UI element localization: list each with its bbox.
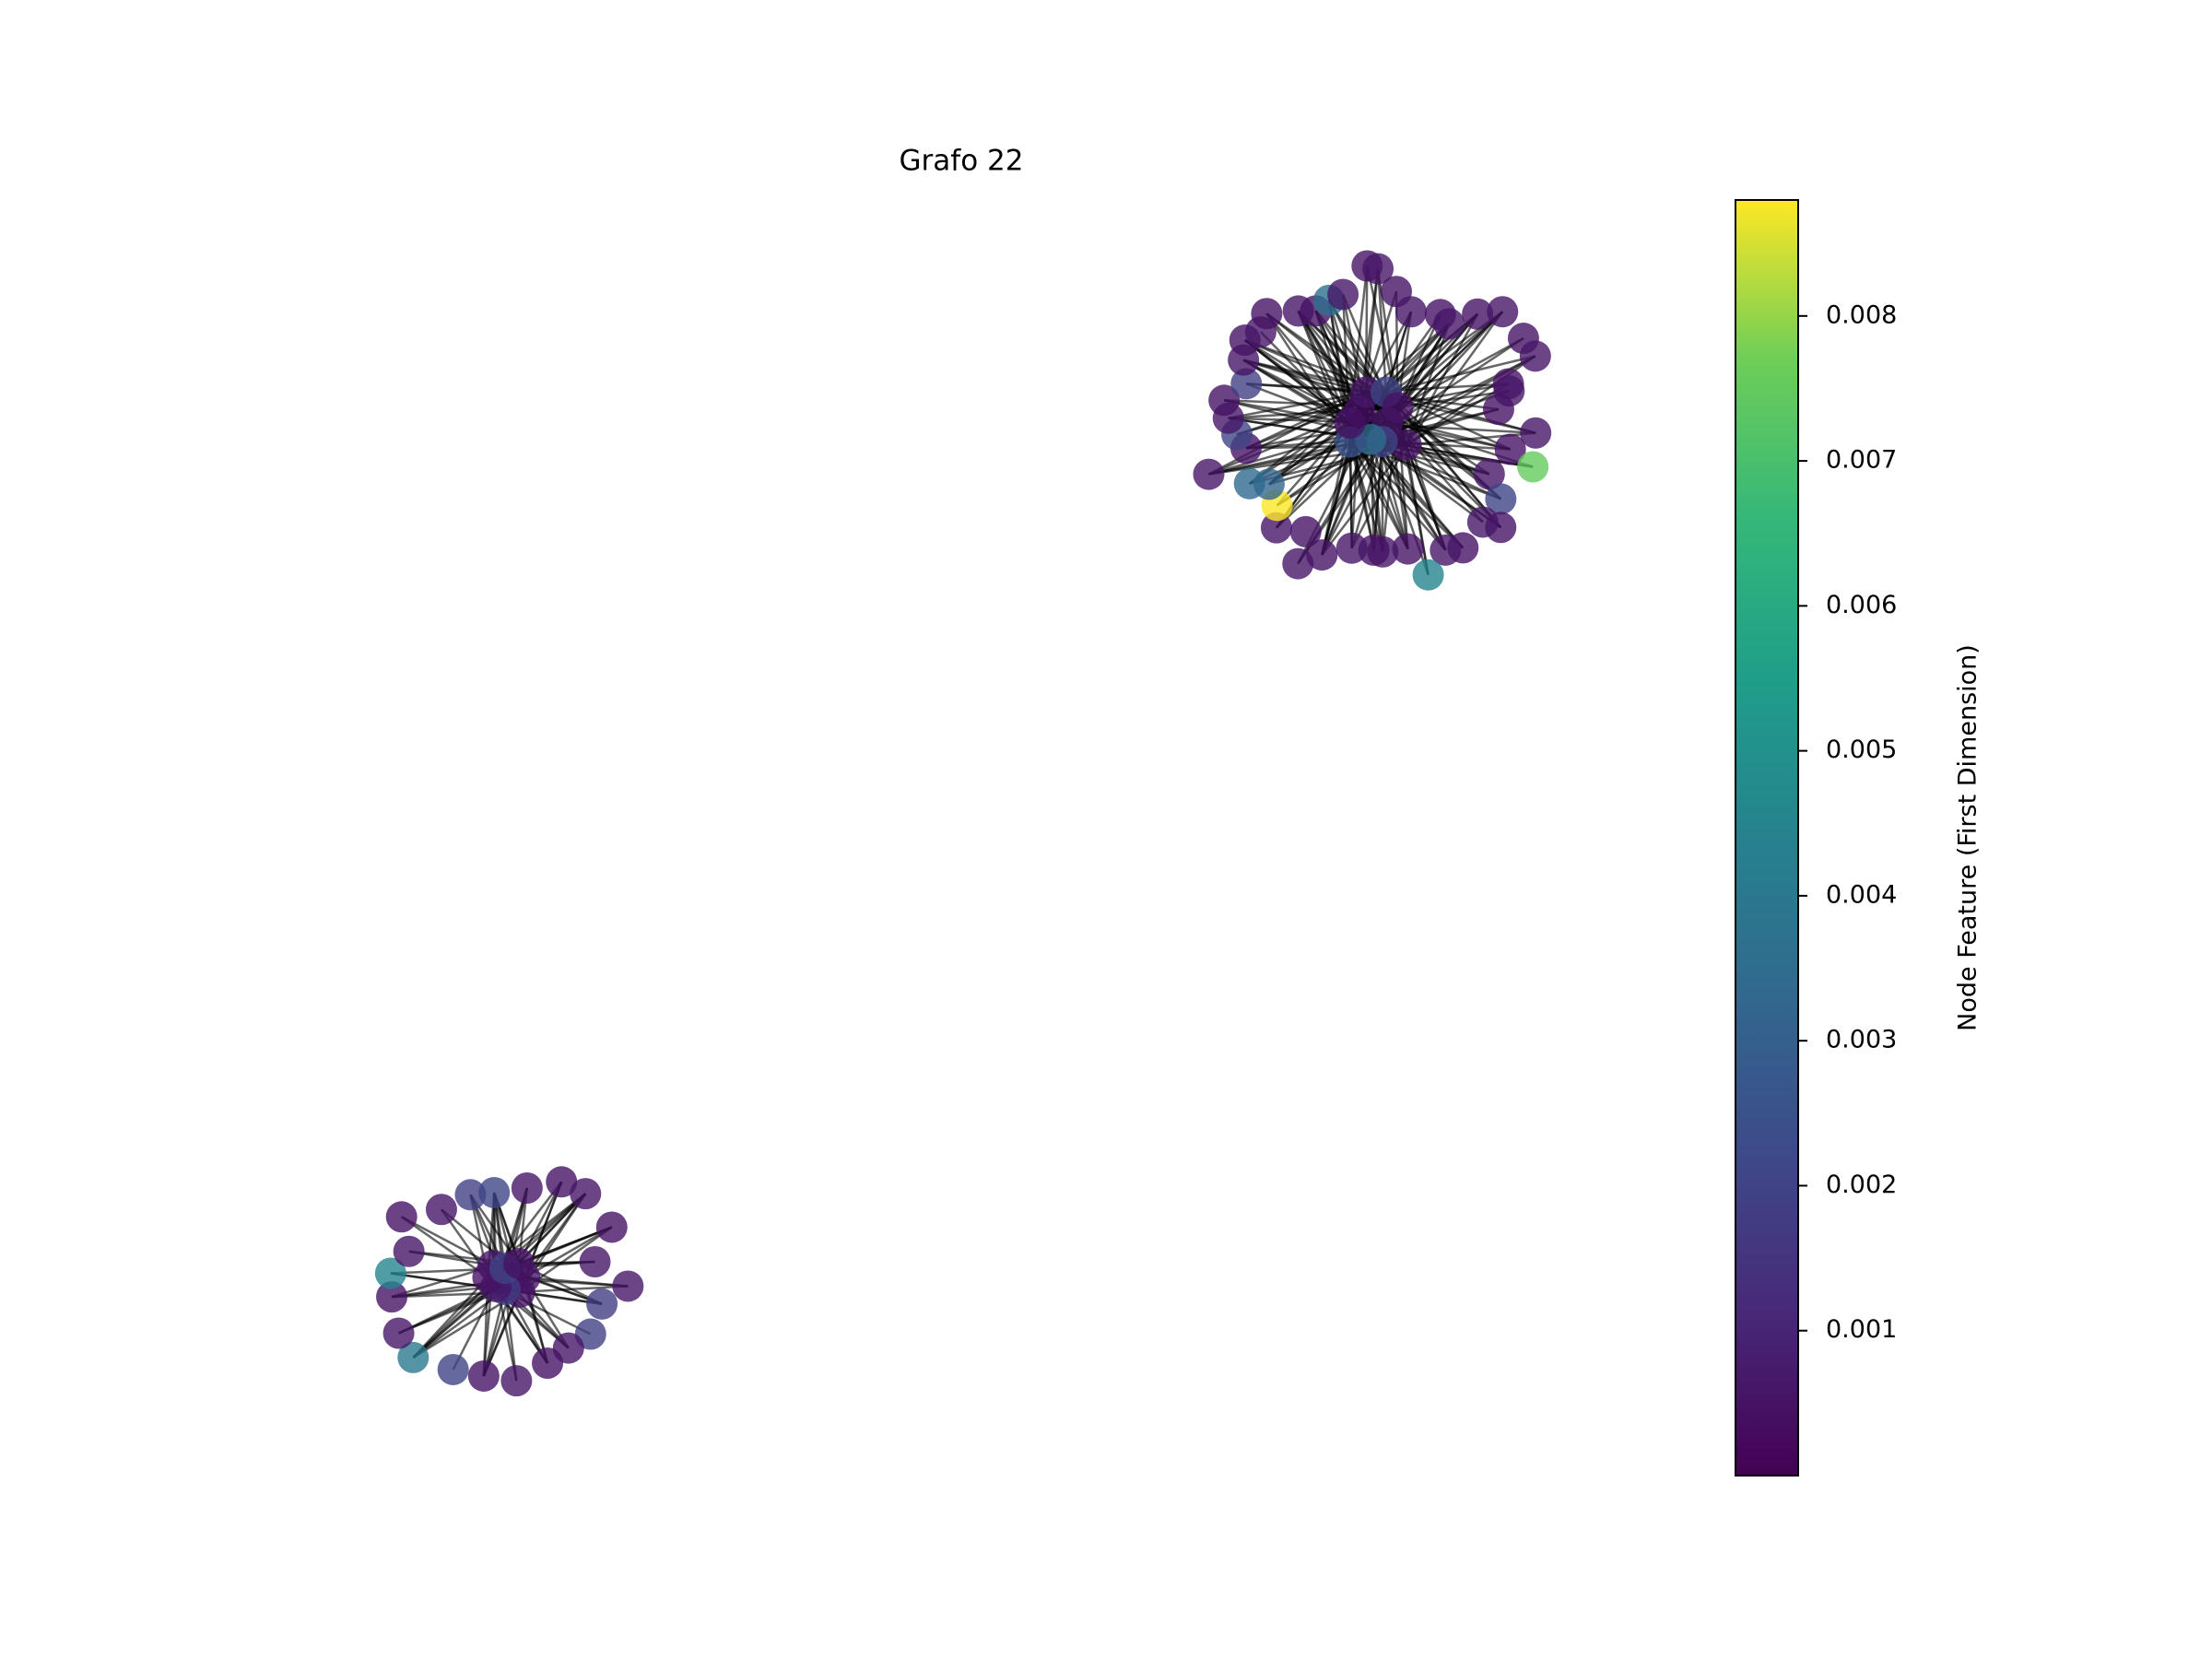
edge (1364, 268, 1380, 393)
node (1394, 296, 1427, 328)
node (1519, 340, 1551, 372)
node (1485, 483, 1517, 515)
edge (524, 1226, 613, 1279)
edge (1364, 265, 1369, 393)
node (1494, 433, 1526, 465)
edge (1405, 311, 1504, 446)
node (425, 1194, 457, 1226)
node (570, 1178, 602, 1210)
edge (1385, 355, 1536, 394)
colorbar-tick-label: 0.002 (1826, 1171, 1897, 1199)
node (1251, 298, 1283, 330)
edge (518, 1193, 587, 1265)
edge (1243, 339, 1351, 424)
edge (400, 1216, 489, 1279)
node (376, 1281, 408, 1313)
node (1433, 308, 1465, 340)
edge (1321, 441, 1383, 556)
chart-title: Grafo 22 (900, 145, 1024, 178)
node (546, 1166, 578, 1198)
colorbar-tick-label: 0.007 (1826, 446, 1897, 475)
node (1487, 296, 1519, 328)
node (1233, 467, 1265, 500)
node (437, 1353, 469, 1385)
edge (1223, 399, 1350, 425)
node (1482, 394, 1514, 426)
node (1260, 512, 1292, 544)
colorbar-label: Node Feature (First Dimension) (1954, 644, 1983, 1031)
node (1462, 298, 1494, 330)
node (1306, 539, 1338, 571)
node (385, 1201, 418, 1233)
node (478, 1176, 511, 1208)
node (579, 1246, 611, 1278)
edge (1259, 331, 1351, 424)
node (612, 1270, 644, 1302)
node (374, 1257, 406, 1289)
node (503, 1247, 535, 1279)
node (1230, 368, 1263, 400)
node (1208, 384, 1241, 417)
edge (1297, 310, 1351, 424)
node (586, 1288, 618, 1320)
edge (1396, 336, 1524, 409)
node (1520, 417, 1552, 449)
edge (1381, 441, 1384, 552)
node (1466, 506, 1499, 538)
colorbar-tick-label: 0.001 (1826, 1315, 1897, 1344)
node (1412, 559, 1444, 591)
edge (1397, 389, 1510, 409)
node (595, 1211, 628, 1243)
colorbar-tick-label: 0.003 (1826, 1026, 1897, 1054)
node (397, 1341, 429, 1373)
nodes (374, 250, 1552, 1397)
node (1327, 278, 1359, 311)
node (500, 1365, 533, 1397)
node (393, 1235, 425, 1267)
node (454, 1179, 487, 1211)
colorbar-tick-label: 0.005 (1826, 735, 1897, 764)
edge (1350, 444, 1407, 549)
edge (1321, 443, 1407, 556)
node (467, 1359, 500, 1392)
edge (1376, 268, 1388, 393)
node (1517, 451, 1549, 483)
edge (401, 1216, 494, 1267)
node (1430, 534, 1462, 566)
node (1362, 253, 1394, 285)
colorbar-tick-label: 0.008 (1826, 300, 1897, 329)
node (1289, 515, 1322, 547)
node (382, 1317, 415, 1349)
node (1193, 458, 1225, 490)
node (1282, 547, 1314, 580)
node (1473, 458, 1505, 490)
node (1382, 392, 1414, 424)
node (1392, 533, 1424, 565)
node (511, 1171, 543, 1204)
colorbar-tick-label: 0.004 (1826, 880, 1897, 909)
node (1335, 532, 1368, 564)
edge (1297, 310, 1361, 412)
colorbar-tick-label: 0.006 (1826, 591, 1897, 619)
colorbar (1735, 199, 1799, 1477)
node (532, 1347, 564, 1380)
edge (518, 1226, 613, 1265)
node (1390, 429, 1422, 461)
